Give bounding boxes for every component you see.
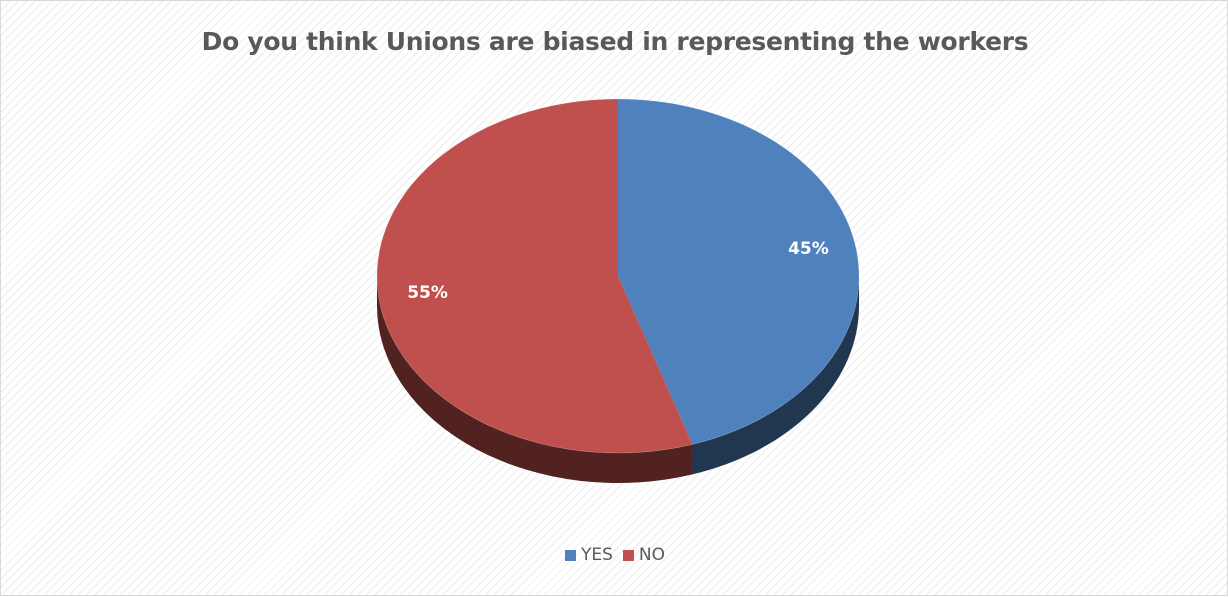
pie-depth [377, 276, 859, 483]
pie-top [376, 98, 860, 454]
legend-item-yes: YES [564, 545, 613, 565]
pie-slice-no [377, 99, 693, 453]
data-label-no: 55% [407, 283, 448, 303]
pie-side-yes [692, 276, 859, 475]
legend: YES NO [1, 545, 1228, 565]
pie-slice-yes [618, 99, 859, 445]
legend-label-no: NO [638, 545, 666, 565]
legend-label-yes: YES [580, 545, 613, 565]
data-label-yes: 45% [788, 239, 829, 259]
legend-swatch-yes [564, 549, 576, 561]
legend-item-no: NO [622, 545, 666, 565]
legend-swatch-no [622, 549, 634, 561]
pie-side-no [377, 276, 693, 483]
pie-rim [376, 98, 860, 454]
pie-labels: 45% 55% [407, 239, 829, 303]
chart-title: Do you think Unions are biased in repres… [201, 27, 1029, 56]
